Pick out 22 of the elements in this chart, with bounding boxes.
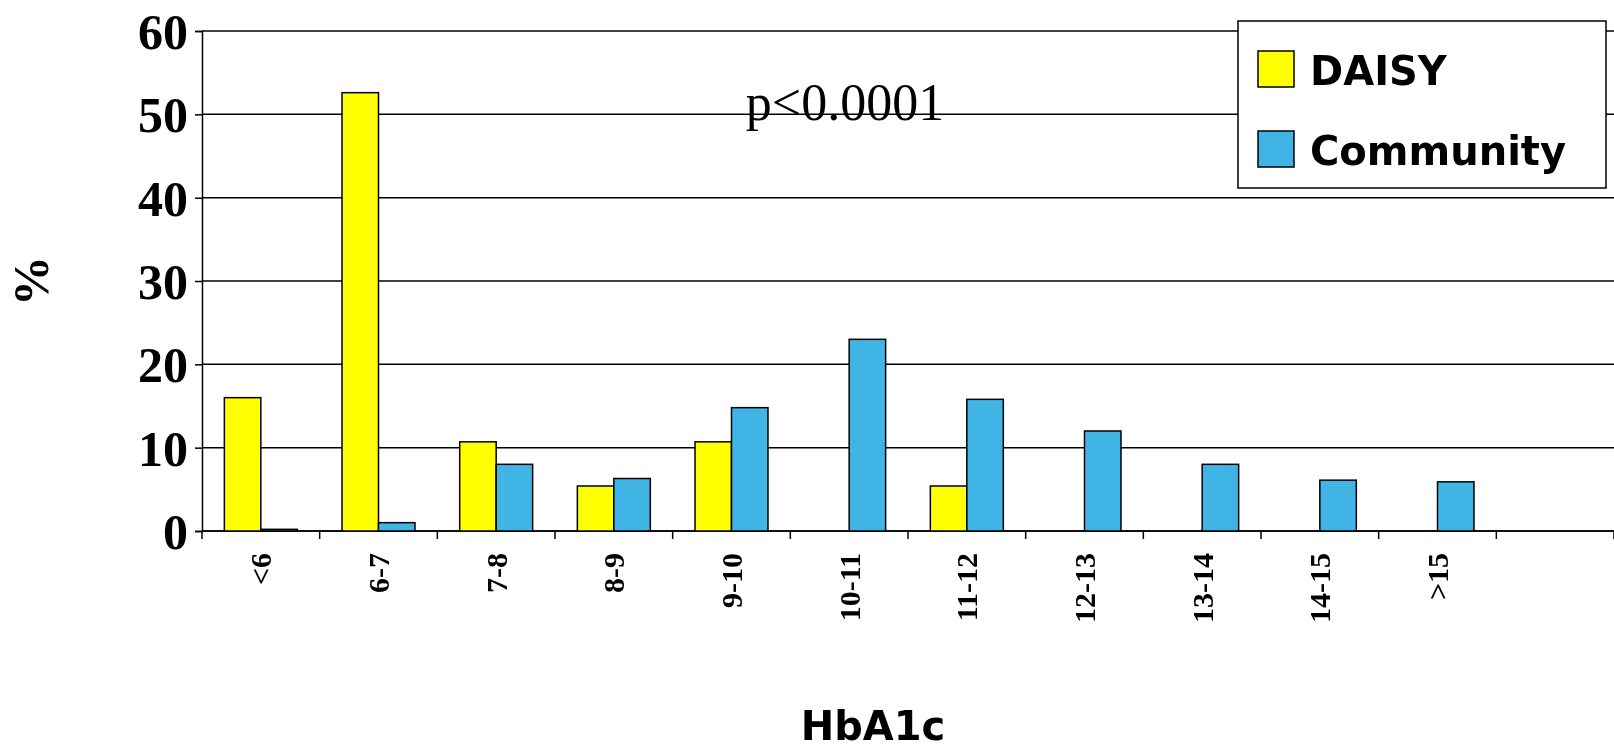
x-tick-label: 11-12 [950, 553, 984, 622]
x-tick-label: >15 [1421, 553, 1454, 601]
y-tick-label: 20 [138, 337, 188, 394]
x-tick-label: 13-14 [1185, 553, 1219, 623]
x-tick-label: 12-13 [1068, 553, 1101, 623]
x-tick-label: <6 [244, 553, 278, 586]
y-tick-label: 10 [138, 420, 188, 477]
legend-label: Community [1310, 128, 1567, 174]
x-tick-label: 14-15 [1303, 553, 1337, 623]
x-tick-label: 8-9 [597, 553, 631, 593]
y-tick-label: 40 [138, 170, 188, 227]
x-axis-title: HbA1c [800, 703, 946, 749]
legend-label: DAISY [1310, 48, 1448, 94]
y-tick-label: 30 [138, 254, 188, 310]
x-tick-label: 7-8 [479, 553, 513, 593]
y-axis-title: % [3, 256, 59, 306]
x-tick-label: 9-10 [715, 553, 748, 608]
x-tick-label: 6-7 [362, 553, 395, 593]
x-tick-label: 10-11 [832, 553, 866, 622]
y-tick-label: 0 [163, 504, 188, 560]
y-tick-label: 60 [138, 4, 188, 60]
y-tick-label: 50 [138, 87, 188, 144]
